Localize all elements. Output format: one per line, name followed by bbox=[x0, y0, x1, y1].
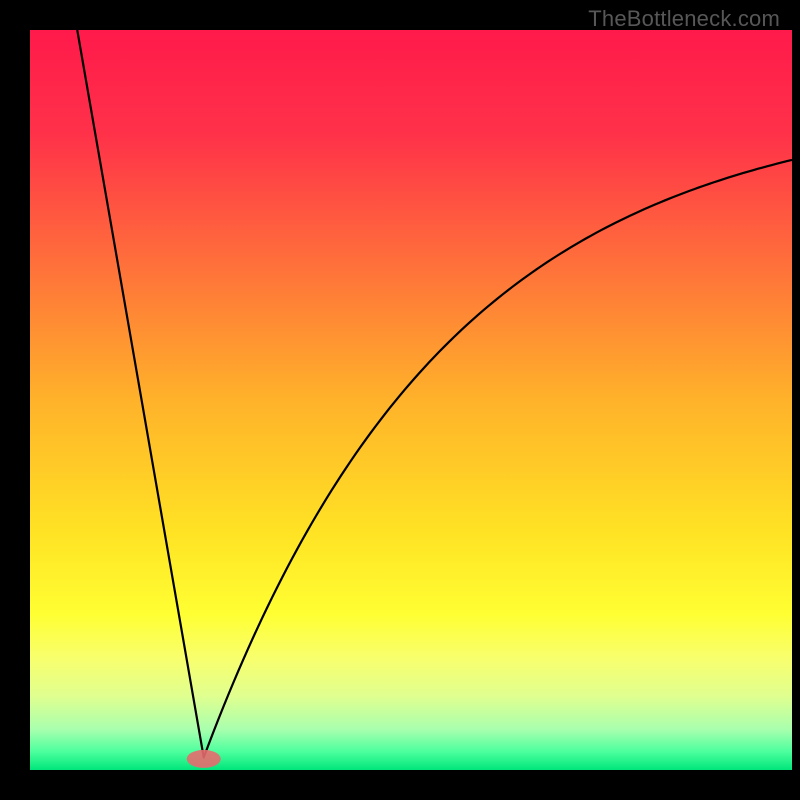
chart-container: TheBottleneck.com bbox=[0, 0, 800, 800]
plot-area bbox=[30, 30, 792, 770]
bottleneck-chart bbox=[0, 0, 800, 800]
minimum-marker bbox=[187, 750, 221, 768]
watermark-text: TheBottleneck.com bbox=[588, 6, 780, 32]
